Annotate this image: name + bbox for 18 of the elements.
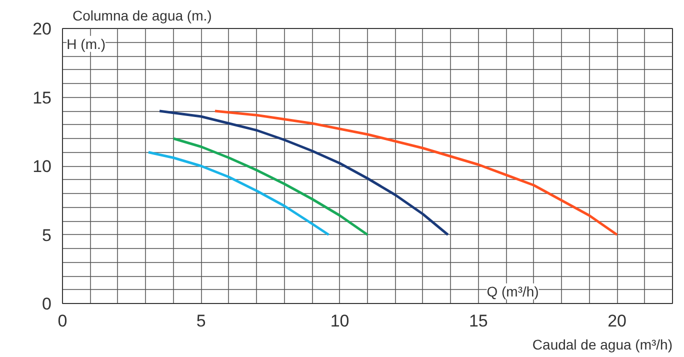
y-tick-label: 5	[42, 226, 52, 245]
y-tick-label: 15	[32, 88, 52, 108]
y-tick-label: 0	[42, 294, 52, 314]
line-series	[147, 151, 330, 236]
y-tick-label: 10	[32, 157, 52, 176]
y-tick-label: 20	[32, 20, 52, 38]
x-tick-label: 10	[330, 312, 350, 330]
line-series	[158, 110, 450, 236]
y-axis-title: Columna de agua (m.)	[72, 8, 212, 24]
x-tick-label: 15	[468, 312, 488, 330]
annotation: Q (m³/h)	[486, 283, 539, 300]
x-tick-label: 20	[608, 312, 627, 330]
annotation: H (m.)	[66, 36, 106, 52]
x-tick-label: 0	[58, 312, 68, 330]
x-axis-title: Caudal de agua (m³/h)	[532, 336, 673, 352]
x-tick-label: 5	[196, 312, 206, 330]
line-series	[214, 110, 618, 236]
line-series	[172, 137, 369, 236]
